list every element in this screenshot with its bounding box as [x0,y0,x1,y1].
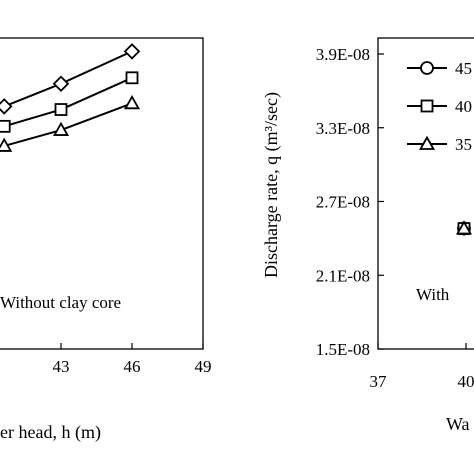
left-series-group [0,43,141,152]
left-point-diamond [123,43,141,60]
legend-marker-triangle [418,135,436,150]
left-point-triangle [123,94,141,110]
left-point-diamond [52,75,70,92]
legend-label: 45 [455,59,472,78]
left-x-tick-label: 46 [124,357,141,376]
legend-marker-square [420,99,434,113]
legend-marker-circle [420,61,434,75]
right-x-tick-label: 40 [458,372,474,391]
left-x-tick-label: 49 [195,357,212,376]
left-x-axis-ticks: 43 46 49 [53,343,212,376]
right-y-tick-label: 1.5E-08 [316,340,370,359]
right-x-tick-label: 37 [370,372,388,391]
right-x-axis-ticks: 37 40 [370,343,474,391]
left-series-line-triangle [3,102,133,147]
left-point-triangle [52,121,70,136]
right-y-tick-label: 3.9E-08 [316,45,370,64]
right-x-axis-label: Wa [446,414,470,434]
right-y-axis-label: Discharge rate, q (m³/sec) [261,92,282,278]
left-plot-frame [0,37,204,350]
left-annotation: Without clay core [0,293,121,312]
legend-label: 40 [455,97,472,116]
right-legend: 45 40 35 [407,59,472,154]
left-point-square [0,119,11,133]
left-series-line-square [3,76,133,128]
right-y-tick-label: 2.1E-08 [316,266,370,285]
legend-label: 35 [455,135,472,154]
left-x-axis-label: er head, h (m) [0,422,101,443]
right-y-axis-ticks: 3.9E-08 3.3E-08 2.7E-08 2.1E-08 1.5E-08 [316,45,384,359]
right-y-tick-label: 2.7E-08 [316,193,370,212]
left-point-square [125,71,139,85]
left-x-tick-label: 43 [53,357,70,376]
right-y-tick-label: 3.3E-08 [316,119,370,138]
right-points-group [455,220,473,236]
right-chart-panel: 3.9E-08 3.3E-08 2.7E-08 2.1E-08 1.5E-08 37 40… [261,37,474,434]
left-chart-panel: 43 46 49 Without clay core er head, h (m) [0,37,212,443]
right-point-triangle [455,220,473,235]
left-point-diamond [0,98,13,115]
left-point-square [54,103,68,116]
right-plot-frame [377,37,474,350]
left-point-triangle [0,137,13,152]
left-series-line-diamond [3,50,133,108]
right-annotation: With [416,285,450,304]
